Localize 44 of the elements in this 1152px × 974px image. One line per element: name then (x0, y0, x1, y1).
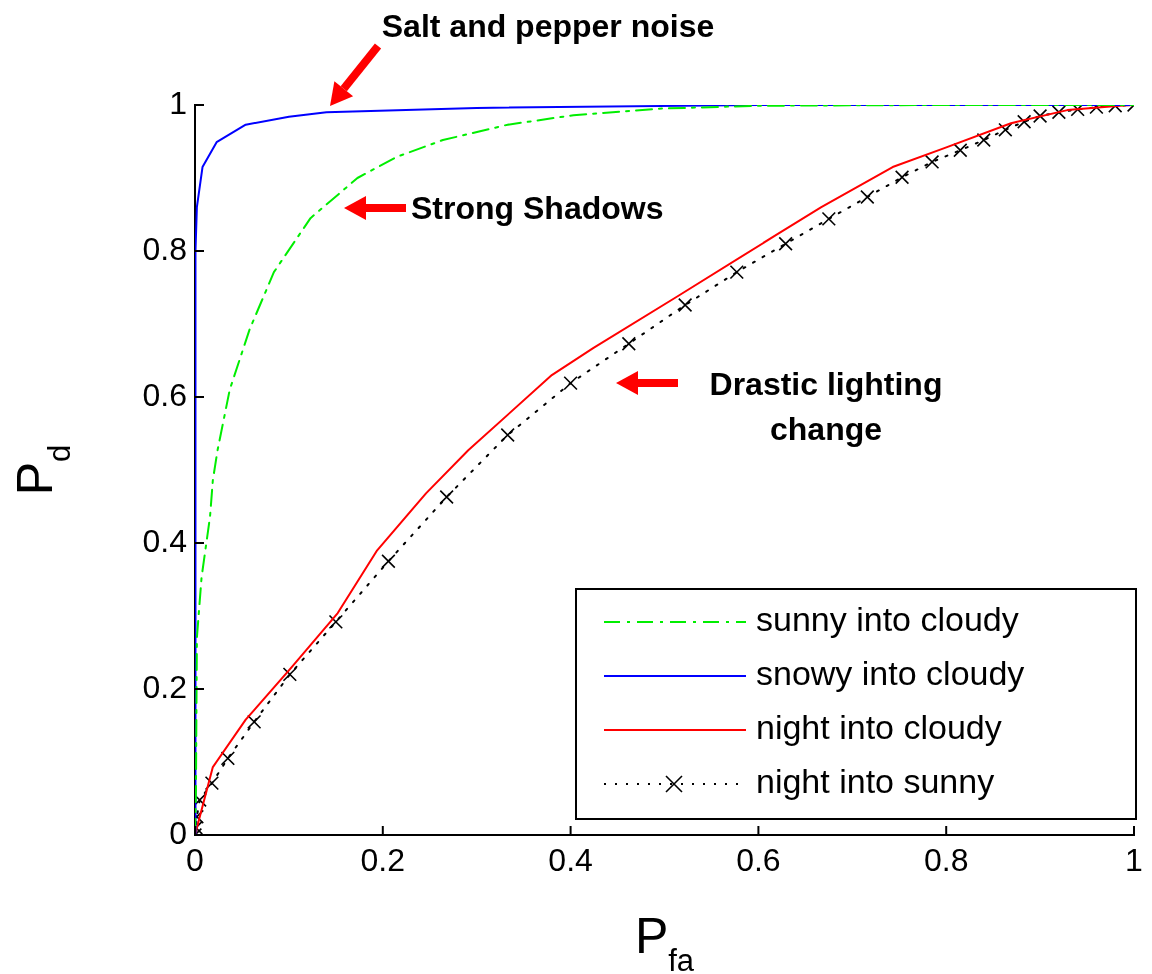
point (1070, 105, 1085, 117)
point (381, 554, 396, 569)
point (220, 751, 236, 766)
x-tick-label: 0.6 (736, 842, 781, 879)
legend-label: night into cloudy (756, 708, 1002, 747)
annotation: Drastic lighting change (709, 365, 943, 447)
x-tick-label: 1 (1125, 842, 1143, 879)
y-axis-title: Pd (7, 444, 77, 496)
y-tick-label: 0 (169, 814, 187, 851)
point (282, 667, 297, 682)
y-tick-label: 0.4 (142, 522, 187, 559)
point (778, 236, 793, 251)
x-tick-label: 0.8 (923, 842, 969, 879)
legend-label: snowy into cloudy (756, 654, 1025, 693)
point (1032, 108, 1048, 124)
y-tick-label: 0.8 (142, 230, 187, 267)
y-tick-label: 1 (169, 84, 187, 121)
point (439, 489, 454, 505)
point (204, 776, 220, 791)
x-tick-label: 0.2 (360, 842, 406, 879)
legend-label: night into sunny (756, 762, 995, 801)
line-series (195, 105, 1134, 835)
point (621, 336, 636, 351)
point (976, 132, 991, 148)
point (563, 375, 578, 391)
x-tick-label: 0.4 (548, 842, 593, 879)
point (500, 427, 515, 443)
point (1016, 114, 1032, 129)
annotation: Strong Shadows (411, 189, 664, 226)
point (953, 143, 968, 158)
point (924, 154, 940, 170)
point (246, 714, 262, 730)
point (821, 211, 836, 227)
point (894, 170, 910, 185)
legend-label: sunny into cloudy (756, 600, 1019, 639)
point (729, 265, 744, 280)
point (677, 297, 693, 313)
y-tick-label: 0.6 (142, 376, 187, 413)
y-tick-label: 0.2 (142, 668, 187, 705)
text: Salt and pepper noise (381, 7, 715, 44)
point (860, 189, 875, 205)
point (328, 614, 344, 629)
point (998, 122, 1013, 137)
point (1051, 105, 1067, 120)
